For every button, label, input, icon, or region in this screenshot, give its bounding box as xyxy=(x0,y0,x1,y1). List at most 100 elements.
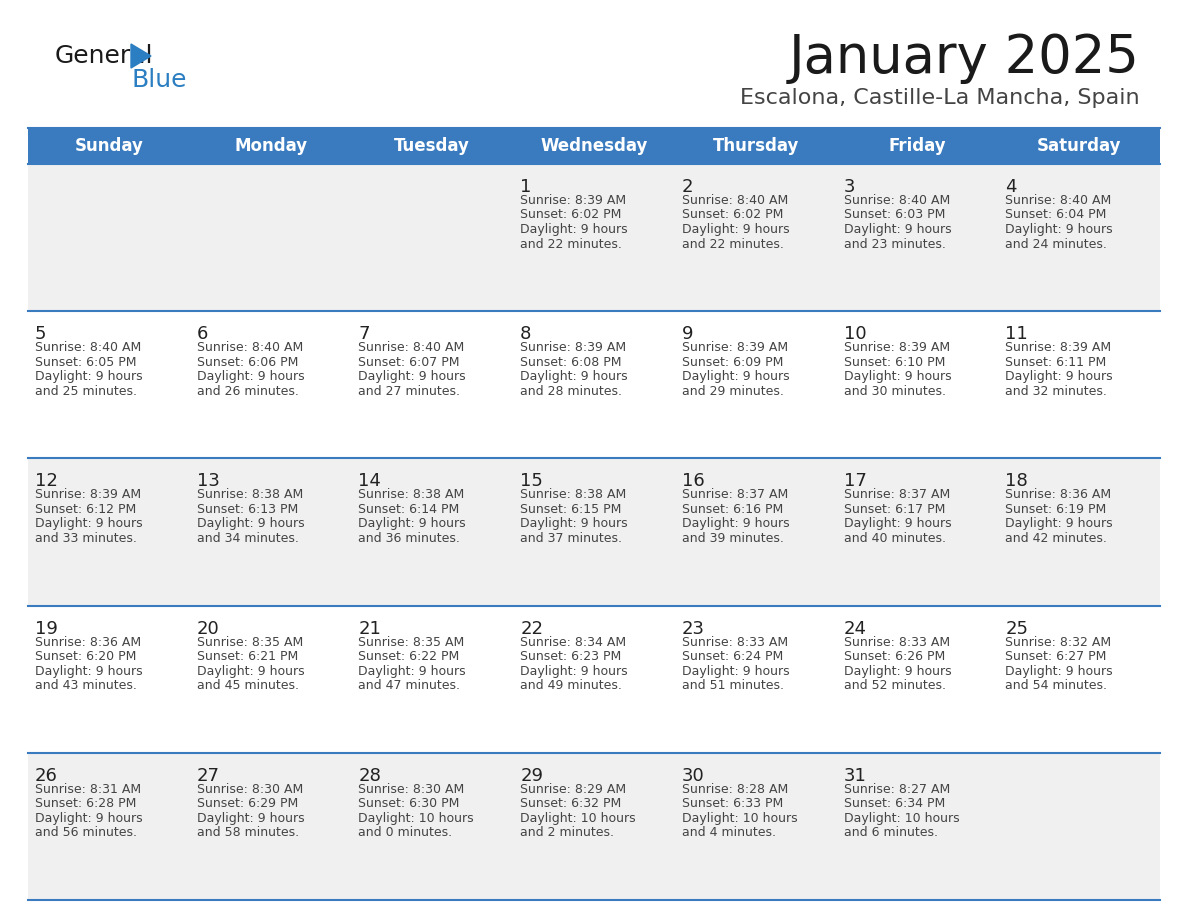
Text: Daylight: 10 hours: Daylight: 10 hours xyxy=(359,812,474,824)
Text: Sunrise: 8:36 AM: Sunrise: 8:36 AM xyxy=(1005,488,1112,501)
Text: Daylight: 9 hours: Daylight: 9 hours xyxy=(359,370,466,383)
Text: Daylight: 9 hours: Daylight: 9 hours xyxy=(197,812,304,824)
Text: and 54 minutes.: and 54 minutes. xyxy=(1005,679,1107,692)
Text: Thursday: Thursday xyxy=(713,137,798,155)
Text: Sunset: 6:23 PM: Sunset: 6:23 PM xyxy=(520,650,621,663)
Text: 15: 15 xyxy=(520,473,543,490)
Text: Sunrise: 8:35 AM: Sunrise: 8:35 AM xyxy=(197,635,303,649)
Bar xyxy=(29,753,1159,900)
Text: Daylight: 9 hours: Daylight: 9 hours xyxy=(520,370,627,383)
Text: and 26 minutes.: and 26 minutes. xyxy=(197,385,298,397)
Text: 18: 18 xyxy=(1005,473,1028,490)
Text: and 23 minutes.: and 23 minutes. xyxy=(843,238,946,251)
Text: Daylight: 9 hours: Daylight: 9 hours xyxy=(682,518,790,531)
Text: Sunset: 6:05 PM: Sunset: 6:05 PM xyxy=(34,355,137,369)
Text: Sunrise: 8:30 AM: Sunrise: 8:30 AM xyxy=(359,783,465,796)
Text: and 49 minutes.: and 49 minutes. xyxy=(520,679,623,692)
Text: Daylight: 9 hours: Daylight: 9 hours xyxy=(1005,665,1113,677)
Text: 1: 1 xyxy=(520,178,531,196)
Text: 16: 16 xyxy=(682,473,704,490)
Bar xyxy=(29,128,1159,164)
Text: 3: 3 xyxy=(843,178,855,196)
Text: 21: 21 xyxy=(359,620,381,638)
Text: January 2025: January 2025 xyxy=(789,32,1140,84)
Text: Sunset: 6:28 PM: Sunset: 6:28 PM xyxy=(34,798,137,811)
Text: and 22 minutes.: and 22 minutes. xyxy=(520,238,623,251)
Text: and 58 minutes.: and 58 minutes. xyxy=(197,826,299,839)
Text: and 22 minutes.: and 22 minutes. xyxy=(682,238,784,251)
Text: Sunset: 6:09 PM: Sunset: 6:09 PM xyxy=(682,355,783,369)
Text: Sunset: 6:29 PM: Sunset: 6:29 PM xyxy=(197,798,298,811)
Text: Monday: Monday xyxy=(234,137,308,155)
Text: Daylight: 9 hours: Daylight: 9 hours xyxy=(1005,223,1113,236)
Text: Daylight: 9 hours: Daylight: 9 hours xyxy=(34,812,143,824)
Text: Sunset: 6:20 PM: Sunset: 6:20 PM xyxy=(34,650,137,663)
Text: 25: 25 xyxy=(1005,620,1029,638)
Text: Daylight: 10 hours: Daylight: 10 hours xyxy=(843,812,959,824)
Text: Sunrise: 8:39 AM: Sunrise: 8:39 AM xyxy=(34,488,141,501)
Text: Sunset: 6:12 PM: Sunset: 6:12 PM xyxy=(34,503,137,516)
Text: Sunrise: 8:40 AM: Sunrise: 8:40 AM xyxy=(843,194,950,207)
Text: 8: 8 xyxy=(520,325,531,343)
Text: Daylight: 9 hours: Daylight: 9 hours xyxy=(1005,518,1113,531)
Text: Sunrise: 8:40 AM: Sunrise: 8:40 AM xyxy=(682,194,788,207)
Text: Sunrise: 8:40 AM: Sunrise: 8:40 AM xyxy=(359,341,465,354)
Text: Daylight: 9 hours: Daylight: 9 hours xyxy=(520,518,627,531)
Text: Daylight: 9 hours: Daylight: 9 hours xyxy=(520,665,627,677)
Text: Daylight: 9 hours: Daylight: 9 hours xyxy=(682,665,790,677)
Text: Sunrise: 8:37 AM: Sunrise: 8:37 AM xyxy=(843,488,950,501)
Text: Sunrise: 8:38 AM: Sunrise: 8:38 AM xyxy=(520,488,626,501)
Text: and 34 minutes.: and 34 minutes. xyxy=(197,532,298,545)
Text: 14: 14 xyxy=(359,473,381,490)
Text: 28: 28 xyxy=(359,767,381,785)
Text: Sunset: 6:30 PM: Sunset: 6:30 PM xyxy=(359,798,460,811)
Bar xyxy=(29,458,1159,606)
Text: Daylight: 9 hours: Daylight: 9 hours xyxy=(682,223,790,236)
Text: 24: 24 xyxy=(843,620,866,638)
Text: Sunset: 6:33 PM: Sunset: 6:33 PM xyxy=(682,798,783,811)
Text: 23: 23 xyxy=(682,620,704,638)
Text: and 33 minutes.: and 33 minutes. xyxy=(34,532,137,545)
Text: and 56 minutes.: and 56 minutes. xyxy=(34,826,137,839)
Text: 31: 31 xyxy=(843,767,866,785)
Text: Wednesday: Wednesday xyxy=(541,137,647,155)
Text: Sunset: 6:14 PM: Sunset: 6:14 PM xyxy=(359,503,460,516)
Text: 13: 13 xyxy=(197,473,220,490)
Text: Sunrise: 8:37 AM: Sunrise: 8:37 AM xyxy=(682,488,788,501)
Text: 20: 20 xyxy=(197,620,220,638)
Bar xyxy=(29,164,1159,311)
Text: 26: 26 xyxy=(34,767,58,785)
Text: Sunrise: 8:39 AM: Sunrise: 8:39 AM xyxy=(520,194,626,207)
Text: Sunrise: 8:40 AM: Sunrise: 8:40 AM xyxy=(197,341,303,354)
Bar xyxy=(29,606,1159,753)
Text: 29: 29 xyxy=(520,767,543,785)
Text: Sunset: 6:02 PM: Sunset: 6:02 PM xyxy=(682,208,783,221)
Text: 11: 11 xyxy=(1005,325,1028,343)
Text: Sunset: 6:15 PM: Sunset: 6:15 PM xyxy=(520,503,621,516)
Text: Escalona, Castille-La Mancha, Spain: Escalona, Castille-La Mancha, Spain xyxy=(740,88,1140,108)
Text: 12: 12 xyxy=(34,473,58,490)
Text: and 39 minutes.: and 39 minutes. xyxy=(682,532,784,545)
Text: Sunrise: 8:39 AM: Sunrise: 8:39 AM xyxy=(520,341,626,354)
Text: 30: 30 xyxy=(682,767,704,785)
Text: Sunset: 6:02 PM: Sunset: 6:02 PM xyxy=(520,208,621,221)
Text: and 45 minutes.: and 45 minutes. xyxy=(197,679,298,692)
Text: Sunrise: 8:40 AM: Sunrise: 8:40 AM xyxy=(1005,194,1112,207)
Text: Daylight: 10 hours: Daylight: 10 hours xyxy=(682,812,797,824)
Text: Daylight: 9 hours: Daylight: 9 hours xyxy=(197,370,304,383)
Text: 19: 19 xyxy=(34,620,58,638)
Text: and 52 minutes.: and 52 minutes. xyxy=(843,679,946,692)
Text: Sunset: 6:22 PM: Sunset: 6:22 PM xyxy=(359,650,460,663)
Text: Sunset: 6:11 PM: Sunset: 6:11 PM xyxy=(1005,355,1106,369)
Text: Daylight: 9 hours: Daylight: 9 hours xyxy=(34,665,143,677)
Text: Daylight: 9 hours: Daylight: 9 hours xyxy=(197,665,304,677)
Text: Friday: Friday xyxy=(889,137,946,155)
Text: and 29 minutes.: and 29 minutes. xyxy=(682,385,784,397)
Text: Daylight: 9 hours: Daylight: 9 hours xyxy=(843,518,952,531)
Text: and 36 minutes.: and 36 minutes. xyxy=(359,532,460,545)
Text: 9: 9 xyxy=(682,325,694,343)
Text: Daylight: 9 hours: Daylight: 9 hours xyxy=(843,665,952,677)
Text: and 37 minutes.: and 37 minutes. xyxy=(520,532,623,545)
Text: Sunset: 6:07 PM: Sunset: 6:07 PM xyxy=(359,355,460,369)
Text: Sunrise: 8:40 AM: Sunrise: 8:40 AM xyxy=(34,341,141,354)
